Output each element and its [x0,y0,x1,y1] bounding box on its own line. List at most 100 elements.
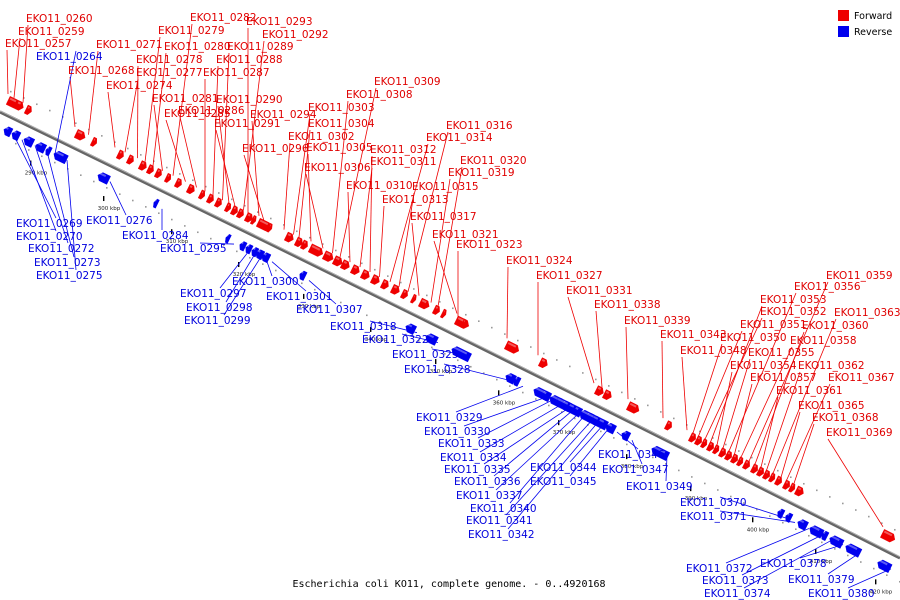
track-dot [543,352,545,355]
forward-gene-glyph [409,293,417,304]
track-dot [218,192,220,194]
reverse-gene-label: EKO11_0276 [86,215,153,227]
track-dot [179,173,181,175]
legend-reverse-swatch [838,26,849,37]
track-dot [101,135,103,137]
forward-gene-glyph [774,475,782,486]
forward-leader-line [124,78,139,153]
track-dot [535,398,537,400]
gene-body [255,249,266,261]
gene-shine [605,390,610,394]
track-dot [374,268,376,271]
track-dot [782,521,784,524]
forward-gene-glyph [625,401,640,414]
track-dot [847,554,849,557]
track-dot [660,411,662,413]
track-dot [418,340,420,342]
gene-shine [703,439,706,443]
reverse-gene-label: EKO11_0269 [16,218,83,230]
gene-body [97,172,111,185]
forward-gene-label: EKO11_0304 [308,118,375,130]
gene-body [409,293,417,304]
gene-body [23,104,32,115]
gene-body [729,453,738,464]
forward-gene-label: EKO11_0312 [370,144,437,156]
reverse-gene-label: EKO11_0378 [760,558,827,570]
reverse-leader-line [369,320,418,334]
track-dot [860,561,862,563]
track-dot [106,187,108,189]
gene-shine [709,442,713,446]
track-dot [829,496,831,498]
track-dot [23,97,25,99]
forward-gene-label: EKO11_0302 [288,131,355,143]
gene-shine [55,150,64,157]
forward-gene-glyph [125,154,134,165]
reverse-leader-line [455,385,524,413]
gene-shine [569,403,575,408]
genome-backbone [0,110,900,560]
gene-shine [343,260,348,264]
track-dot [483,372,485,374]
track-dot [790,476,792,479]
forward-leader-line [722,358,751,449]
reverse-leader-line [569,427,610,477]
reverse-gene-label: EKO11_0329 [416,412,483,424]
gene-body [223,202,232,213]
gene-shine [543,391,547,395]
reverse-gene-label: EKO11_0295 [160,243,227,255]
forward-gene-glyph [735,456,744,467]
gene-body [399,288,408,300]
track-dot [548,404,550,407]
forward-gene-glyph [283,231,294,243]
reverse-gene-label: EKO11_0334 [440,452,507,464]
forward-gene-glyph [115,149,124,160]
track-dot [769,515,771,517]
forward-gene-glyph [459,318,467,329]
track-dot [379,320,381,323]
scale-tick-mark [875,579,877,585]
gene-body [788,482,796,493]
gene-body [785,512,794,523]
gene-shine [119,151,123,154]
gene-shine [311,245,321,251]
forward-leader-line [793,423,815,484]
forward-gene-label: EKO11_0293 [246,16,313,28]
track-dot [803,482,805,485]
track-dot [140,154,142,156]
track-dot [504,333,506,335]
genome-backbone-highlight [0,110,900,558]
gene-body [503,340,519,354]
reverse-leader-line [631,439,643,465]
reverse-gene-glyph [425,333,439,346]
reverse-gene-label: EKO11_0372 [686,563,753,575]
track-dot [452,307,454,310]
gene-shine [253,247,256,251]
gene-shine [287,233,292,237]
gene-body [125,154,134,165]
forward-gene-label: EKO11_0274 [106,80,173,92]
track-dot [231,198,233,201]
gene-shine [403,290,407,294]
track-dot [743,502,745,504]
gene-body [153,168,162,179]
forward-gene-label: EKO11_0331 [566,285,633,297]
gene-shine [831,535,840,542]
forward-leader-line [332,100,349,254]
gene-body [173,177,182,188]
forward-gene-label: EKO11_0356 [794,281,861,293]
gene-body [13,99,24,111]
forward-gene-glyph [593,385,604,396]
track-dot [595,378,597,381]
forward-gene-label: EKO11_0287 [203,67,270,79]
gene-shine [607,422,613,427]
forward-gene-label: EKO11_0315 [412,181,479,193]
gene-shine [847,543,858,551]
gene-body [261,252,272,264]
gene-body [115,149,124,160]
reverse-gene-label: EKO11_0270 [16,231,83,243]
forward-gene-glyph [173,177,182,188]
track-dot [244,204,246,207]
